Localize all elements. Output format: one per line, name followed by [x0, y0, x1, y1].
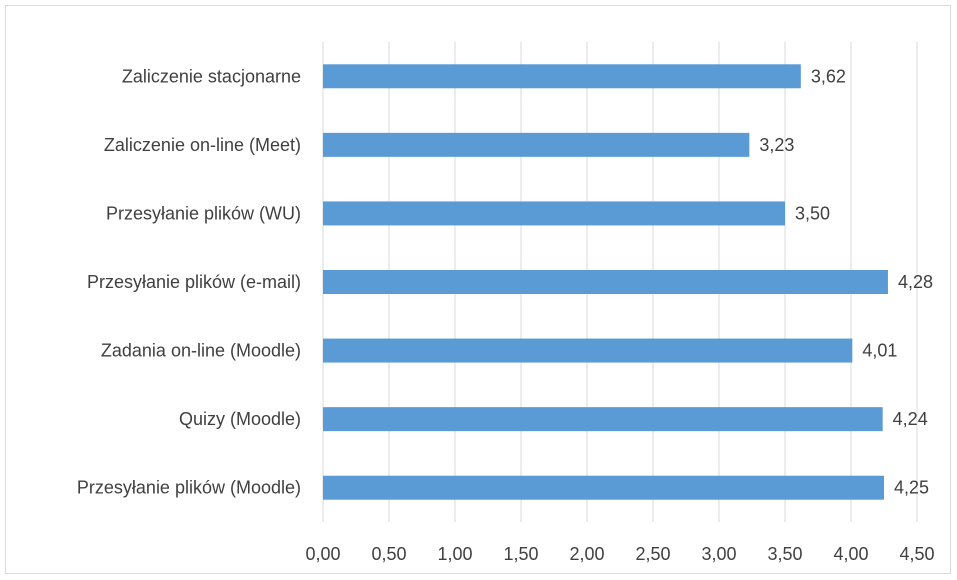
x-tick-label: 0,00 — [305, 544, 340, 564]
x-tick-label: 0,50 — [371, 544, 406, 564]
category-label: Przesyłanie plików (e-mail) — [87, 272, 301, 292]
data-label: 4,28 — [898, 272, 933, 292]
data-labels: 3,62 3,23 3,50 4,28 4,01 4,24 4,25 — [759, 66, 933, 497]
category-label: Zaliczenie stacjonarne — [122, 66, 301, 86]
data-label: 4,24 — [893, 409, 928, 429]
x-tick-label: 2,00 — [569, 544, 604, 564]
data-label: 3,23 — [759, 135, 794, 155]
bar — [323, 270, 888, 294]
bar — [323, 64, 801, 89]
x-tick-label: 4,50 — [899, 544, 934, 564]
category-label: Quizy (Moodle) — [179, 409, 301, 429]
data-label: 3,50 — [795, 203, 830, 223]
x-tick-label: 1,00 — [437, 544, 472, 564]
x-tick-labels: 0,00 0,50 1,00 1,50 2,00 2,50 3,00 3,50 4,00 4,50 — [305, 544, 934, 564]
data-label: 4,01 — [862, 341, 897, 361]
x-tick-label: 3,50 — [767, 544, 802, 564]
bar — [323, 338, 853, 363]
bar — [323, 132, 750, 157]
bar — [323, 475, 884, 500]
category-label: Zadania on-line (Moodle) — [101, 341, 301, 361]
x-tick-label: 2,50 — [635, 544, 670, 564]
bar — [323, 407, 883, 432]
bar — [323, 201, 785, 226]
x-tick-label: 3,00 — [701, 544, 736, 564]
bars — [323, 64, 888, 500]
data-label: 4,25 — [894, 478, 929, 498]
category-labels: Zaliczenie stacjonarne Zaliczenie on-line… — [77, 66, 301, 497]
category-label: Przesyłanie plików (Moodle) — [77, 478, 301, 498]
x-tick-label: 4,00 — [833, 544, 868, 564]
data-label: 3,62 — [811, 66, 846, 86]
category-label: Przesyłanie plików (WU) — [106, 203, 301, 223]
category-label: Zaliczenie on-line (Meet) — [104, 135, 301, 155]
x-tick-label: 1,50 — [503, 544, 538, 564]
